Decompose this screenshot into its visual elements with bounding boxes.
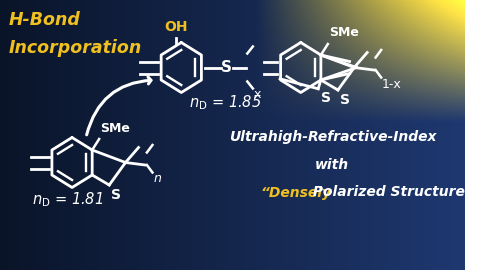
- Text: Polarized Structure”: Polarized Structure”: [308, 185, 474, 200]
- Text: S: S: [111, 188, 121, 202]
- Text: S: S: [222, 60, 232, 75]
- Text: “Densely: “Densely: [260, 185, 332, 200]
- Text: S: S: [340, 93, 350, 107]
- Text: $n_\mathrm{D}$ = 1.81: $n_\mathrm{D}$ = 1.81: [32, 191, 103, 209]
- Text: Incorporation: Incorporation: [8, 39, 141, 57]
- Text: OH: OH: [164, 20, 188, 34]
- Text: SMe: SMe: [329, 26, 358, 39]
- Text: $n_\mathrm{D}$ = 1.85: $n_\mathrm{D}$ = 1.85: [189, 93, 262, 112]
- Text: H-Bond: H-Bond: [8, 11, 80, 29]
- Text: 1-x: 1-x: [382, 77, 402, 90]
- Text: n: n: [154, 173, 162, 185]
- Text: x: x: [254, 89, 260, 102]
- Text: S: S: [320, 91, 330, 105]
- Text: with: with: [316, 158, 350, 172]
- Text: SMe: SMe: [100, 122, 130, 135]
- Text: Ultrahigh-Refractive-Index: Ultrahigh-Refractive-Index: [228, 130, 436, 144]
